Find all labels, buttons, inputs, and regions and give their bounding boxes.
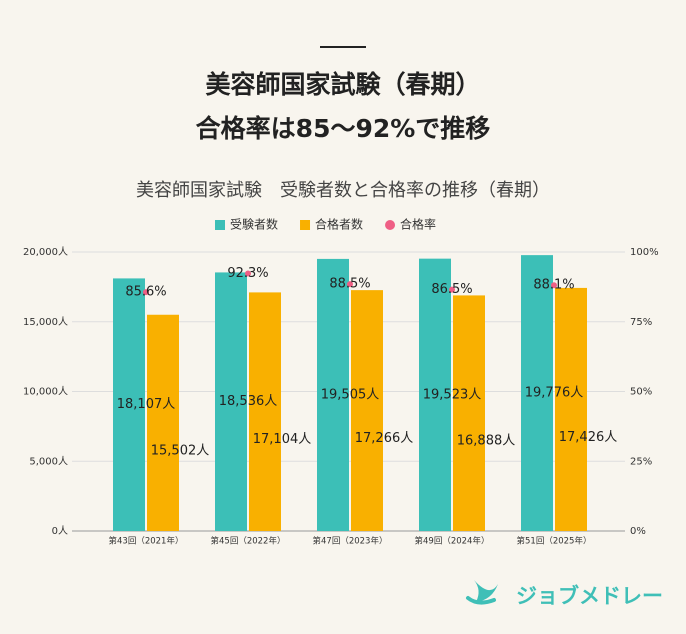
y-tick-label: 0人 [52,525,68,537]
y2-tick-label: 100% [630,247,659,258]
bar [215,272,247,531]
rate-point [551,282,557,289]
x-tick-label: 第51回（2025年） [517,536,592,547]
data-label: 88.5% [329,277,370,292]
x-tick-label: 第45回（2022年） [211,536,286,547]
rate-point [449,286,455,293]
chart-title: 美容師国家試験 受験者数と合格率の推移（春期） [136,180,550,201]
data-label: 92.3% [227,266,268,281]
brand-icon [466,596,496,605]
y2-tick-label: 50% [630,387,652,398]
y-tick-label: 5,000人 [29,455,68,467]
bar [249,292,281,531]
legend-label: 受験者数 [230,217,278,232]
data-label: 19,523人 [423,387,482,402]
y2-tick-label: 75% [630,317,652,328]
data-label: 17,266人 [355,431,414,446]
x-tick-label: 第49回（2024年） [415,536,490,547]
bar [419,258,451,531]
y-tick-label: 10,000人 [23,386,68,398]
headline: 美容師国家試験（春期） [205,70,480,99]
legend-swatch [385,220,396,230]
data-label: 18,536人 [219,394,278,409]
bar [147,314,179,531]
y-tick-label: 15,000人 [23,316,68,328]
data-label: 17,426人 [559,430,618,445]
legend-label: 合格率 [400,217,436,232]
legend-swatch [300,220,311,230]
bar [555,287,587,531]
brand-icon [474,580,498,602]
bar [521,255,553,531]
rate-point [347,281,353,288]
x-tick-label: 第43回（2021年） [109,536,184,547]
y-tick-label: 20,000人 [23,246,68,258]
data-label: 16,888人 [457,434,516,449]
data-label: 19,776人 [525,386,584,401]
bar [453,295,485,531]
legend-swatch [215,220,225,230]
y2-tick-label: 0% [630,526,646,537]
data-label: 15,502人 [151,443,210,458]
bar [317,258,349,531]
headline: 合格率は85～92%で推移 [196,114,491,143]
data-label: 19,505人 [321,387,380,402]
rate-point [245,270,251,277]
y2-tick-label: 25% [630,456,652,467]
data-label: 17,104人 [253,432,312,447]
data-label: 88.1% [533,278,574,293]
brand-name: ジョブメドレー [516,584,663,608]
rate-point [143,289,149,296]
data-label: 86.5% [431,282,472,297]
x-tick-label: 第47回（2023年） [313,536,388,547]
legend-label: 合格者数 [315,217,363,232]
bar [351,290,383,531]
bar [113,278,145,531]
data-label: 18,107人 [117,397,176,412]
data-label: 85.6% [125,285,166,300]
